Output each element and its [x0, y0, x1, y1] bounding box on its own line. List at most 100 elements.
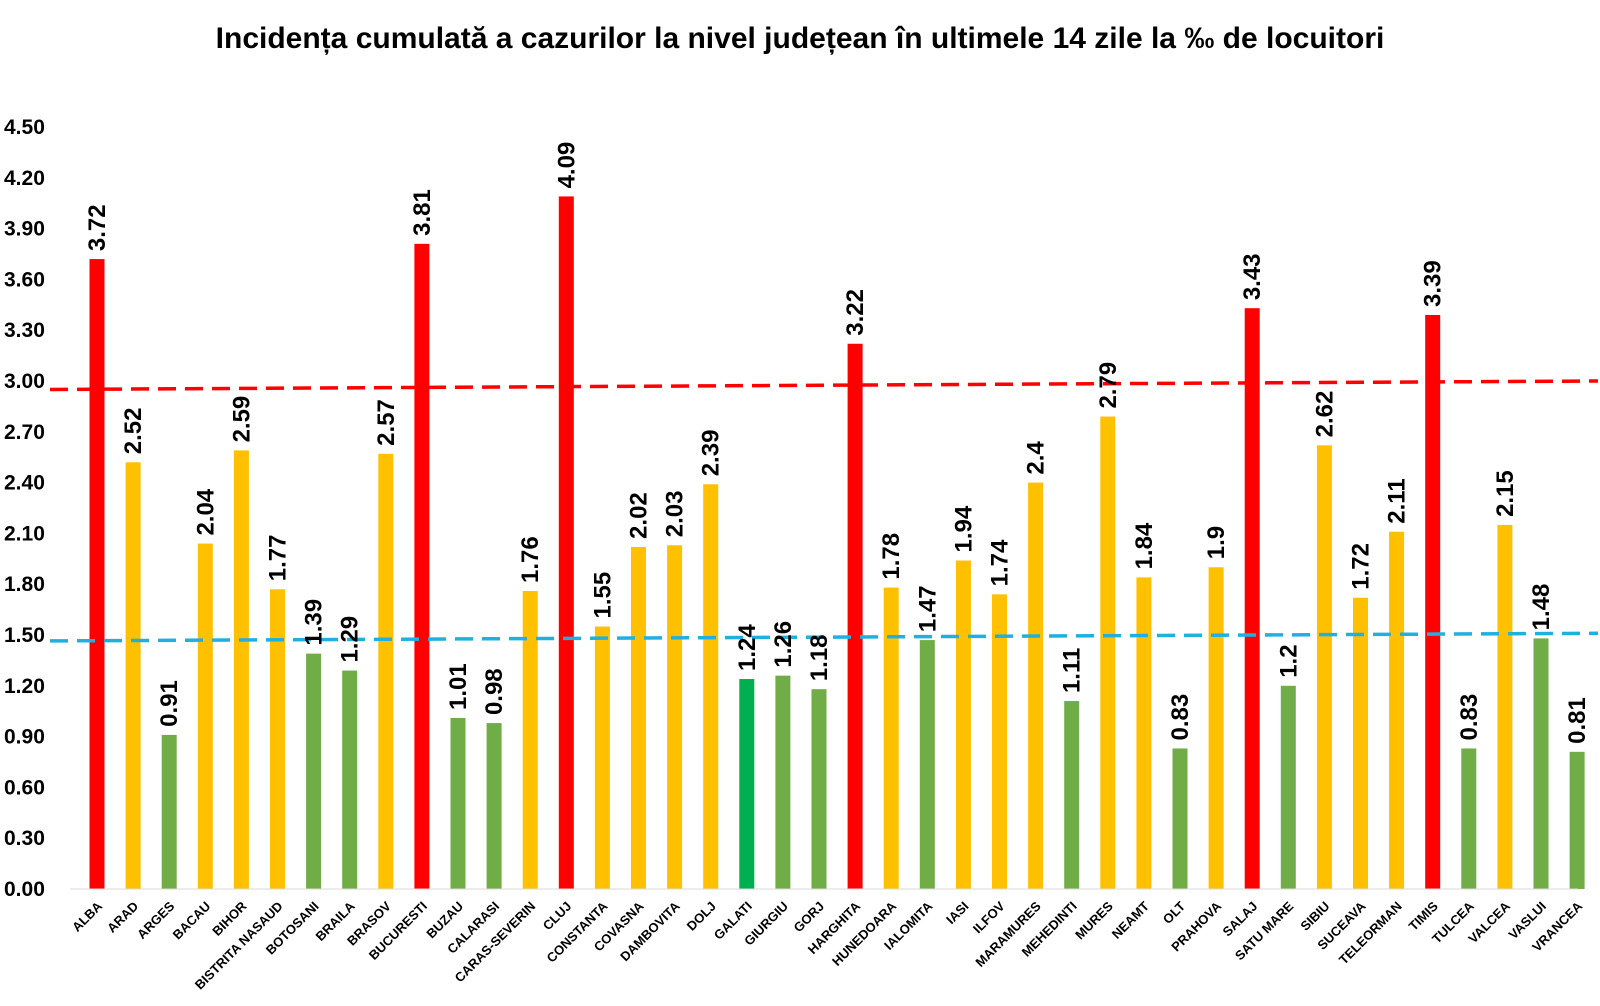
- bar: [667, 545, 683, 889]
- bar: [197, 543, 213, 889]
- data-label: 3.72: [84, 204, 111, 251]
- bar: [1280, 685, 1296, 889]
- data-label: 1.18: [806, 634, 833, 681]
- bar: [703, 484, 719, 889]
- data-label: 1.74: [987, 539, 1014, 586]
- bar: [1425, 314, 1441, 890]
- data-label: 1.29: [337, 616, 364, 663]
- bars-group: [89, 196, 1585, 890]
- bar: [450, 717, 466, 889]
- data-label: 3.81: [409, 189, 436, 236]
- bar: [1208, 567, 1224, 889]
- data-label: 3.43: [1239, 253, 1266, 300]
- x-tick-label: MURES: [1072, 898, 1116, 942]
- y-tick-label: 3.30: [4, 319, 45, 342]
- data-label: 3.39: [1420, 260, 1447, 307]
- data-label: 1.76: [517, 536, 544, 583]
- x-tick-label: OLT: [1160, 898, 1188, 926]
- data-label: 1.26: [770, 621, 797, 668]
- bar: [1389, 531, 1405, 889]
- data-label: 0.83: [1456, 694, 1483, 741]
- y-tick-label: 0.60: [4, 776, 45, 799]
- data-labels: 3.72 2.52 0.91 2.04 2.59 1.77 1.39 1.29 2.57 3.81…: [84, 142, 1591, 744]
- bar: [558, 196, 574, 890]
- y-tick-label: 1.80: [4, 573, 45, 596]
- data-label: 1.55: [589, 572, 616, 619]
- chart-title: Incidența cumulată a cazurilor la nivel …: [216, 22, 1385, 55]
- bar: [811, 689, 827, 889]
- bar: [161, 734, 177, 889]
- bar: [1461, 748, 1477, 889]
- data-label: 2.62: [1311, 391, 1338, 438]
- y-tick-label: 3.00: [4, 370, 45, 393]
- bar: [775, 675, 791, 889]
- data-label: 0.91: [156, 680, 183, 727]
- data-label: 0.98: [481, 668, 508, 715]
- y-tick-label: 2.40: [4, 472, 45, 495]
- bar: [1497, 524, 1513, 889]
- bar: [378, 453, 394, 889]
- bar: [883, 587, 899, 889]
- data-label: 4.09: [553, 142, 580, 189]
- bar: [919, 640, 935, 889]
- bar: [594, 626, 610, 889]
- x-tick-label: ARGES: [134, 898, 178, 942]
- reference-line: [49, 379, 1599, 392]
- y-tick-label: 1.20: [4, 675, 45, 698]
- data-label: 2.4: [1023, 441, 1050, 475]
- bar: [125, 462, 141, 889]
- data-label: 0.81: [1564, 697, 1591, 744]
- bar: [1533, 638, 1549, 889]
- data-label: 2.59: [228, 396, 255, 443]
- bar: [847, 343, 863, 889]
- data-label: 1.9: [1203, 526, 1230, 559]
- bar: [486, 723, 502, 889]
- y-tick-label: 4.50: [4, 116, 45, 139]
- bar: [306, 653, 322, 889]
- bar: [631, 546, 646, 889]
- reference-line: [49, 631, 1599, 643]
- data-label: 1.78: [878, 533, 905, 580]
- bar: [1100, 416, 1116, 889]
- data-label: 1.72: [1348, 543, 1375, 590]
- data-label: 2.11: [1384, 478, 1411, 523]
- y-tick-label: 0.30: [4, 827, 45, 850]
- data-label: 2.02: [626, 492, 653, 539]
- bar: [739, 679, 755, 889]
- y-tick-label: 2.70: [4, 421, 45, 444]
- data-label: 2.03: [662, 491, 689, 538]
- data-label: 1.11: [1059, 648, 1086, 693]
- data-label: 2.15: [1492, 470, 1519, 517]
- data-label: 1.2: [1275, 644, 1302, 677]
- y-tick-label: 0.00: [4, 878, 45, 901]
- data-label: 1.94: [950, 505, 977, 552]
- x-tick-label: IASI: [943, 899, 971, 927]
- bar: [233, 450, 249, 889]
- y-tick-label: 3.60: [4, 268, 45, 291]
- reference-lines: [49, 379, 1599, 643]
- data-label: 2.79: [1095, 362, 1122, 409]
- bar: [992, 594, 1007, 889]
- data-label: 2.04: [192, 488, 219, 535]
- data-label: 1.48: [1528, 584, 1555, 631]
- data-label: 1.01: [445, 663, 472, 710]
- bar: [955, 560, 971, 889]
- data-label: 1.84: [1131, 522, 1158, 569]
- data-label: 2.52: [120, 408, 147, 455]
- y-tick-label: 4.20: [4, 167, 45, 190]
- y-tick-label: 2.10: [4, 522, 45, 545]
- bar: [1064, 701, 1080, 889]
- data-label: 2.39: [698, 430, 725, 477]
- bar: [1172, 748, 1188, 889]
- bar: [89, 259, 105, 890]
- bar: [342, 670, 358, 889]
- y-tick-label: 1.50: [4, 624, 45, 647]
- bar: [1244, 308, 1260, 890]
- bar: [414, 243, 430, 890]
- bar: [1353, 597, 1368, 889]
- data-label: 3.22: [842, 289, 869, 336]
- bar: [522, 590, 538, 889]
